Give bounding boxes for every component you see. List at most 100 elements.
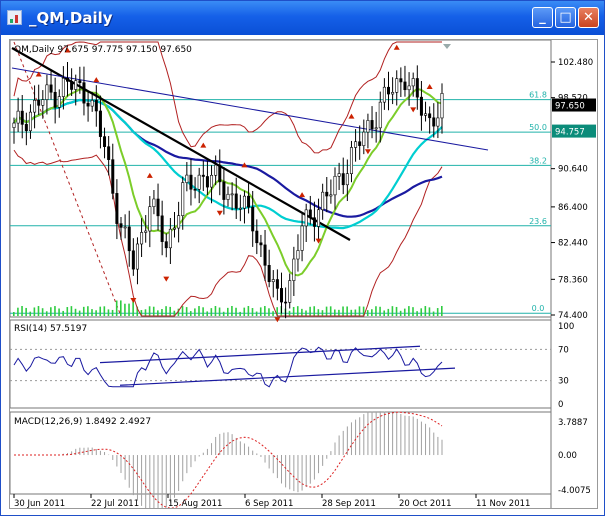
- price-tick-label: 82.440: [558, 239, 588, 249]
- fibonacci-level-label: 61.8: [529, 91, 547, 100]
- candle-body: [205, 176, 209, 188]
- minimize-button[interactable]: _: [532, 7, 553, 28]
- candle-body: [234, 193, 238, 209]
- candle-body: [440, 93, 444, 119]
- volume-bar: [218, 307, 221, 316]
- volume-bar: [387, 308, 390, 316]
- volume-bar: [247, 306, 250, 316]
- volume-bar: [296, 306, 299, 316]
- chart-app-icon: [7, 10, 22, 25]
- volume-bar: [441, 306, 443, 316]
- volume-bar: [239, 311, 241, 316]
- chart-area[interactable]: 61.8 50.0 38.2 23.6 0.0 100 70 30 0 3.7887 0.00 -…: [9, 39, 598, 512]
- candle-body: [144, 230, 148, 233]
- rsi-line: [13, 346, 443, 388]
- volume-bar: [383, 310, 385, 316]
- candle-body: [325, 191, 329, 197]
- price-tick-label: 86.400: [558, 203, 588, 213]
- candle-body: [403, 81, 407, 91]
- rsi-panel[interactable]: [9, 319, 552, 409]
- date-tick-label: 28 Sep 2011: [322, 499, 376, 508]
- volume-bar: [317, 309, 320, 316]
- candle-body: [107, 146, 111, 160]
- candle-body: [28, 111, 32, 132]
- candle-body: [119, 223, 123, 228]
- volume-bar: [128, 303, 130, 316]
- volume-bar: [329, 306, 332, 316]
- chart-svg[interactable]: 61.8 50.0 38.2 23.6 0.0 100 70 30 0 3.7887 0.00 -…: [9, 39, 597, 512]
- volume-bar: [424, 306, 427, 316]
- candle-body: [263, 244, 267, 266]
- volume-bar: [157, 310, 159, 316]
- volume-bar: [152, 306, 155, 316]
- volume-bar: [124, 303, 126, 316]
- candle-body: [251, 206, 255, 232]
- price-tick-label: 90.640: [558, 165, 588, 175]
- fractal-up-arrow-icon: [299, 192, 306, 198]
- maximize-button[interactable]: □: [555, 7, 576, 28]
- volume-bar: [54, 306, 56, 316]
- volume-bar: [403, 308, 406, 316]
- volume-bar: [416, 311, 418, 316]
- volume-bar: [342, 306, 344, 316]
- candle-body: [160, 215, 164, 242]
- candle-body: [115, 193, 119, 224]
- volume-bar: [432, 311, 435, 316]
- fibonacci-level-label: 0.0: [532, 304, 545, 313]
- candle-body: [419, 96, 423, 116]
- candle-body: [279, 288, 283, 303]
- date-tick-label: 15 Aug 2011: [168, 499, 222, 508]
- rsi-scale-label: 30: [558, 377, 569, 387]
- macd-scale-label: 0.00: [558, 451, 577, 461]
- bollinger-upper-band: [13, 41, 442, 154]
- fractal-down-arrow-icon: [216, 210, 223, 216]
- volume-bar: [165, 306, 167, 316]
- main-price-panel[interactable]: [9, 39, 552, 318]
- fibonacci-level-label: 38.2: [529, 156, 547, 165]
- candle-body: [259, 242, 263, 246]
- volume-bar: [366, 310, 369, 316]
- candle-body: [210, 174, 214, 188]
- volume-bar: [264, 306, 266, 316]
- chart-shift-marker-icon[interactable]: [443, 44, 451, 49]
- date-tick-label: 20 Oct 2011: [399, 499, 452, 508]
- title-bar[interactable]: _QM,Daily _ □ ✕: [1, 1, 604, 35]
- fractal-up-arrow-icon: [348, 113, 355, 119]
- volume-bar: [103, 306, 106, 316]
- candle-body: [20, 110, 24, 125]
- rsi-scale-label: 100: [558, 322, 574, 332]
- fractal-down-arrow-icon: [315, 238, 322, 244]
- rsi-info-line: RSI(14) 57.5197: [14, 324, 87, 334]
- volume-bar: [99, 306, 102, 316]
- candle-body: [197, 174, 201, 190]
- candle-body: [230, 193, 234, 196]
- volume-bar: [70, 306, 73, 316]
- volume-bar: [375, 306, 377, 316]
- price-tick-label: 74.400: [558, 311, 588, 321]
- candle-body: [185, 174, 189, 183]
- close-button[interactable]: ✕: [578, 7, 599, 28]
- candle-body: [329, 194, 333, 197]
- last-price-label: 97.650: [555, 102, 585, 112]
- volume-bar: [62, 310, 64, 316]
- volume-bar: [301, 308, 303, 316]
- candle-body: [386, 86, 390, 95]
- ma-price-label: 94.757: [555, 128, 585, 138]
- volume-bar: [436, 308, 439, 316]
- volume-bar: [428, 307, 431, 316]
- window-title: _QM,Daily: [29, 9, 113, 27]
- candle-body: [94, 100, 98, 112]
- candle-body: [428, 113, 432, 119]
- candle-body: [304, 209, 308, 227]
- volume-bar: [144, 309, 147, 316]
- fractal-down-arrow-icon: [364, 149, 371, 155]
- candle-body: [86, 102, 90, 107]
- volume-bar: [37, 306, 40, 316]
- candle-body: [366, 120, 370, 133]
- volume-bar: [251, 308, 254, 316]
- volume-bar: [243, 307, 246, 316]
- last-price-box: [552, 98, 596, 112]
- fractal-down-arrow-icon: [163, 276, 170, 282]
- fractal-up-arrow-icon: [426, 83, 433, 89]
